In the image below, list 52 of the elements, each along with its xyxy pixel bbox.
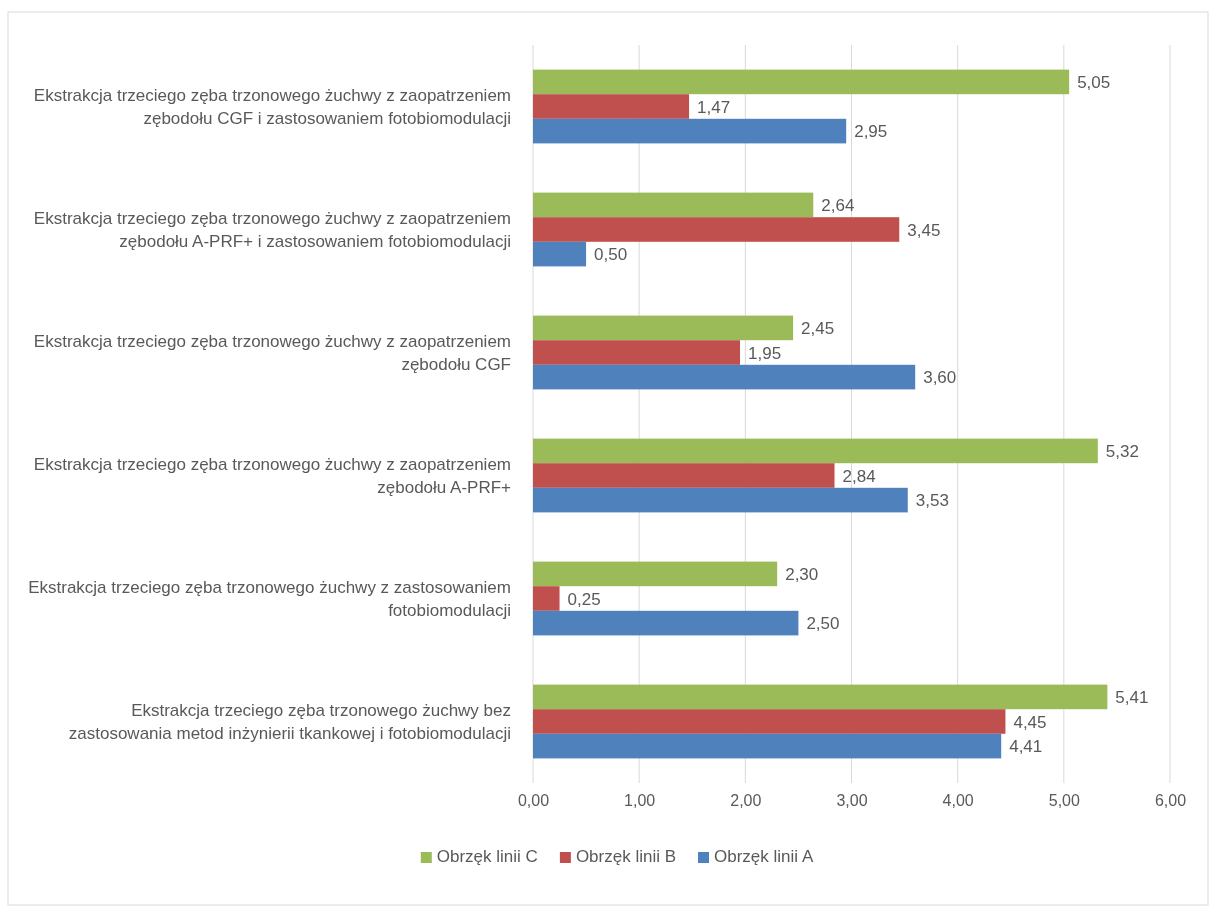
data-label: 0,50 (594, 245, 628, 265)
data-label: 2,64 (821, 195, 855, 215)
bar (533, 241, 587, 267)
data-label: 3,60 (923, 368, 957, 388)
y-tick-label: Ekstrakcja trzeciego zęba trzonowego żuchwy z zastosowaniem fotobiomodulacji (28, 578, 511, 620)
bar (533, 684, 1108, 710)
bar (533, 364, 916, 390)
bar (533, 709, 1006, 734)
bar (533, 315, 794, 341)
y-tick-label: Ekstrakcja trzeciego zęba trzonowego żuchwy z zaopatrzeniem zębodołu A-PRF+ i zastosowaniem fotobiomodulacji (33, 209, 511, 251)
data-label: 5,41 (1115, 687, 1149, 707)
bar (533, 94, 690, 119)
bar (533, 733, 1002, 759)
data-label: 5,05 (1077, 72, 1111, 92)
bar (533, 69, 1070, 95)
data-label: 3,45 (907, 220, 941, 240)
bar (533, 561, 778, 587)
x-tick-label: 4,00 (942, 792, 974, 810)
bar (533, 487, 908, 513)
bar (533, 340, 741, 365)
x-tick-label: 1,00 (624, 792, 656, 810)
bar (533, 586, 560, 611)
data-label: 1,47 (697, 97, 731, 117)
y-tick-label: Ekstrakcja trzeciego zęba trzonowego żuchwy z zaopatrzeniem zębodołu CGF (33, 332, 511, 374)
data-label: 4,45 (1013, 712, 1047, 732)
data-label: 4,41 (1009, 737, 1043, 757)
x-tick-label: 2,00 (730, 792, 762, 810)
data-label: 2,95 (854, 122, 888, 142)
bar (533, 217, 900, 242)
data-label: 2,50 (806, 614, 840, 634)
data-label: 0,25 (567, 589, 601, 609)
x-tick-label: 3,00 (836, 792, 868, 810)
x-tick-label: 0,00 (517, 792, 550, 810)
y-tick-label: Ekstrakcja trzeciego zęba trzonowego żuchwy z zaopatrzeniem zębodołu A-PRF+ (33, 455, 512, 497)
y-tick-label: Ekstrakcja trzeciego zęba trzonowego żuchwy z zaopatrzeniem zębodołu CGF i zastosowaniem fotobiomodulacji (33, 86, 511, 128)
data-label: 3,53 (915, 491, 949, 511)
data-label: 2,45 (801, 318, 835, 338)
data-label: 2,84 (842, 466, 876, 486)
data-label: 2,30 (785, 564, 819, 584)
data-label: 1,95 (748, 343, 782, 363)
bar (533, 463, 835, 488)
legend-label: Obrzęk linii C (436, 847, 538, 866)
legend-label: Obrzęk linii B (575, 847, 677, 866)
y-tick-label: Ekstrakcja trzeciego zęba trzonowego żuchwy bez zastosowania metod inżynierii tkankowej i fotobiomodulacji (68, 701, 511, 743)
bar (533, 118, 847, 144)
bar (533, 438, 1098, 464)
bar (533, 610, 799, 636)
bar (533, 192, 814, 218)
x-tick-label: 5,00 (1048, 792, 1081, 810)
x-tick-label: 6,00 (1154, 792, 1187, 810)
data-label: 5,32 (1105, 441, 1139, 461)
legend-label: Obrzęk linii A (714, 847, 814, 866)
